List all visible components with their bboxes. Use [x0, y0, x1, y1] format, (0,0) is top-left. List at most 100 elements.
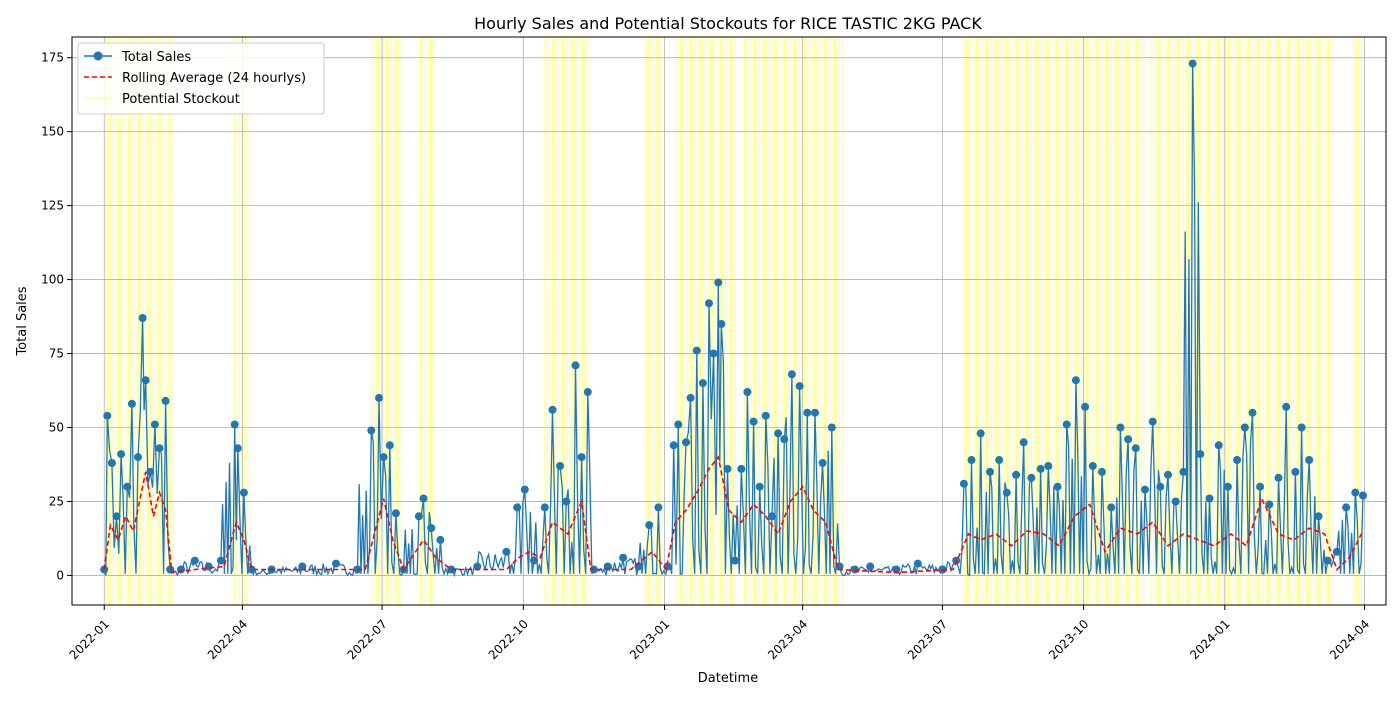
total-sales-point [1305, 456, 1314, 464]
total-sales-point [692, 346, 701, 355]
total-sales-point [367, 426, 376, 435]
total-sales-point [150, 420, 159, 429]
total-sales-point [967, 456, 976, 464]
total-sales-point [216, 556, 225, 565]
total-sales-point [556, 462, 565, 470]
total-sales-point [138, 314, 147, 322]
total-sales-point [1248, 408, 1257, 417]
grid-lines [72, 37, 1386, 605]
total-sales-point [123, 482, 132, 491]
total-sales-point [986, 467, 994, 476]
y-tick-label: 0 [56, 568, 64, 582]
total-sales-point [803, 408, 812, 417]
total-sales-point [774, 429, 783, 438]
total-sales-point [645, 521, 654, 530]
total-sales-point [112, 512, 121, 521]
total-sales-point [795, 382, 804, 391]
total-sales-point [780, 435, 789, 444]
total-sales-point [1107, 503, 1116, 512]
total-sales-point [375, 393, 383, 402]
total-sales-point [850, 565, 859, 574]
total-sales-point [768, 512, 776, 521]
total-sales-point [1081, 402, 1090, 411]
total-sales-point [155, 444, 164, 453]
total-sales-point [698, 379, 707, 388]
total-sales-point [669, 441, 678, 450]
total-sales-point [959, 479, 968, 488]
total-sales-point [1233, 456, 1242, 464]
total-sales-point [385, 441, 394, 450]
total-sales-point [1332, 547, 1341, 556]
total-sales-point [714, 278, 723, 287]
total-sales-point [717, 320, 726, 328]
legend-stockout-label: Potential Stockout [122, 92, 240, 107]
total-sales-point [705, 299, 713, 308]
total-sales-point [749, 417, 758, 426]
total-sales-point [419, 494, 428, 503]
total-sales-point [332, 559, 340, 568]
total-sales-point [1188, 59, 1197, 68]
total-sales-point [686, 393, 695, 402]
total-sales-point [204, 562, 213, 571]
total-sales-point [540, 503, 549, 512]
total-sales-point [1164, 470, 1172, 479]
total-sales-point [473, 562, 482, 571]
total-sales-point [379, 453, 388, 462]
total-sales-point [731, 556, 740, 565]
total-sales-point [1214, 441, 1223, 450]
total-sales-point [1256, 482, 1265, 491]
total-sales-point [1156, 482, 1165, 491]
total-sales-point [1088, 462, 1097, 470]
total-sales-point [117, 450, 126, 459]
y-tick-label: 50 [49, 421, 64, 435]
total-sales-point [1359, 491, 1367, 500]
legend-total-sales-marker [93, 51, 103, 61]
total-sales-point [619, 553, 628, 562]
total-sales-point [1044, 462, 1053, 470]
total-sales-point [447, 565, 456, 574]
total-sales-point [1342, 503, 1351, 512]
total-sales-point [1116, 423, 1125, 432]
total-sales-point [1141, 485, 1149, 494]
total-sales-point [230, 420, 239, 429]
total-sales-point [892, 565, 901, 574]
total-sales-point [1297, 423, 1306, 432]
total-sales-point [1019, 438, 1028, 447]
total-sales-point [1282, 402, 1291, 411]
total-sales-point [127, 399, 136, 408]
y-tick-label: 150 [41, 125, 64, 139]
total-sales-point [391, 509, 400, 518]
total-sales-point [571, 361, 580, 370]
total-sales-point [1148, 417, 1157, 426]
total-sales-point [1274, 473, 1283, 482]
total-sales-point [654, 503, 663, 512]
y-tick-label: 100 [41, 273, 64, 287]
y-axis-label: Total Sales [15, 286, 30, 356]
total-sales-point [976, 429, 985, 438]
total-sales-point [1098, 467, 1106, 476]
x-axis-label: Datetime [698, 671, 758, 686]
total-sales-point [1223, 482, 1232, 491]
total-sales-point [239, 488, 248, 497]
total-sales-point [1196, 450, 1205, 459]
total-sales-point [1265, 500, 1274, 509]
chart-title: Hourly Sales and Potential Stockouts for… [474, 14, 982, 33]
total-sales-point [414, 512, 423, 521]
total-sales-point [134, 453, 142, 462]
total-sales-point [1314, 512, 1323, 521]
plot-frame [71, 36, 1387, 606]
legend: Total Sales Rolling Average (24 hourlys)… [77, 42, 325, 115]
total-sales-point [247, 565, 256, 574]
total-sales-point [1179, 467, 1188, 476]
rolling-average-line [103, 455, 1364, 574]
total-sales-point [674, 420, 683, 429]
y-tick-label: 25 [49, 494, 64, 508]
total-sales-point [562, 497, 571, 506]
total-sales-point [1205, 494, 1214, 503]
total-sales-point [1062, 420, 1071, 429]
total-sales-point [1071, 376, 1080, 385]
total-sales-point [1323, 556, 1332, 565]
total-sales-point [436, 535, 445, 544]
total-sales-point [761, 411, 770, 420]
